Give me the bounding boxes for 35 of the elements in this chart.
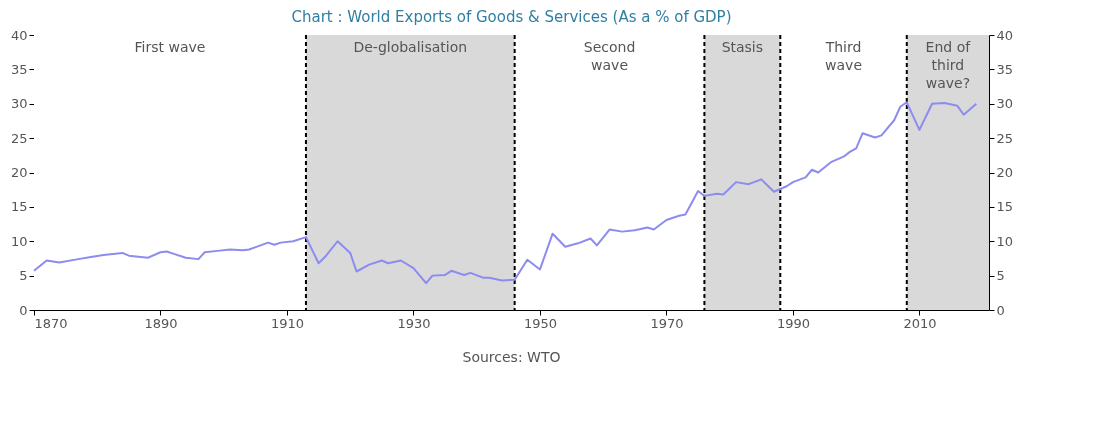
y2-tick-label: 10 — [996, 233, 1014, 249]
y2-tick-label: 15 — [996, 199, 1014, 215]
x-tick-label: 1930 — [397, 315, 431, 331]
x-tick-label: 1950 — [523, 315, 558, 331]
y2-tick-label: 5 — [996, 268, 1005, 284]
x-tick-label: 2010 — [903, 315, 937, 331]
x-tick-label: 1870 — [34, 315, 68, 331]
band-label: End of third wave? — [925, 39, 972, 91]
y-tick-label: 40 — [10, 27, 28, 43]
band-label: Third wave — [824, 39, 863, 73]
y2-tick-label: 25 — [996, 130, 1014, 146]
x-tick-label: 1910 — [270, 315, 305, 331]
band-label: Stasis — [721, 39, 764, 55]
line-series — [33, 101, 978, 285]
x-tick-label: 1970 — [650, 315, 684, 331]
band-label: First wave — [134, 39, 206, 55]
y-tick-label: 0 — [19, 302, 28, 318]
x-tick-label: 1890 — [144, 315, 178, 331]
y2-tick-label: 35 — [996, 61, 1014, 77]
source-note: Sources: WTO — [462, 349, 561, 365]
y2-tick-label: 20 — [996, 165, 1014, 180]
y-tick-label: 5 — [19, 268, 28, 284]
band-label: Second wave — [583, 39, 636, 73]
x-tick-label: 1990 — [776, 315, 810, 331]
band-label: De-globalisation — [353, 39, 468, 55]
y-tick-label: 20 — [10, 165, 28, 180]
y-tick-label: 25 — [10, 130, 28, 146]
y-tick-label: 10 — [10, 233, 28, 249]
y-tick-label: 15 — [10, 199, 28, 215]
y-tick-label: 30 — [10, 96, 28, 112]
y-tick-label: 35 — [10, 61, 28, 77]
y2-tick-label: 0 — [996, 302, 1005, 318]
chart-title: Chart : World Exports of Goods & Services (As a % of GDP) — [291, 8, 732, 26]
y2-tick-label: 40 — [996, 27, 1014, 43]
y2-tick-label: 30 — [996, 96, 1014, 112]
